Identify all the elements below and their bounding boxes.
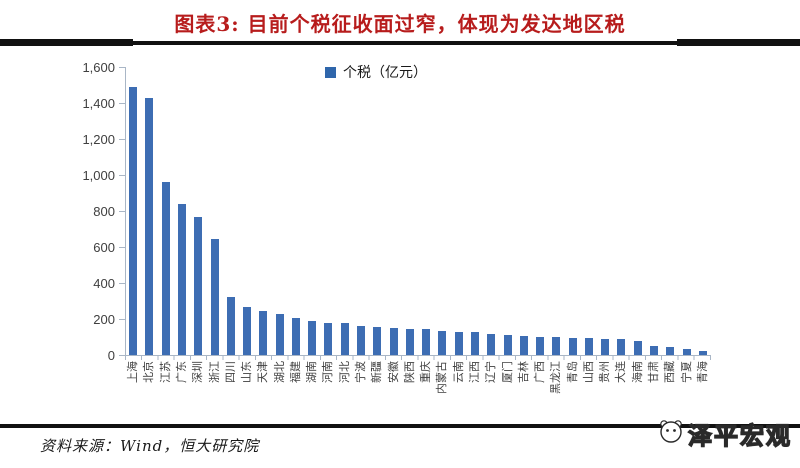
bar xyxy=(275,313,284,355)
x-axis-label: 辽宁 xyxy=(485,361,498,383)
y-axis-tick-label: 0 xyxy=(107,348,115,363)
legend-swatch-icon xyxy=(325,66,336,78)
bar xyxy=(259,310,268,355)
x-axis-label: 内蒙古 xyxy=(436,361,449,394)
bar xyxy=(340,323,349,355)
x-axis-label: 海南 xyxy=(631,361,644,383)
y-axis-tick-label: 1,000 xyxy=(82,168,115,183)
x-axis-label: 青海 xyxy=(696,361,709,383)
x-axis-label: 四川 xyxy=(224,361,237,383)
y-axis-tick-label: 200 xyxy=(93,312,115,327)
x-axis-label: 西藏 xyxy=(664,361,677,383)
bar xyxy=(422,329,431,355)
source-note: 资料来源：Wind，恒大研究院 xyxy=(40,437,260,455)
x-axis-label: 吉林 xyxy=(517,361,530,383)
bar xyxy=(161,182,170,355)
bar xyxy=(698,350,707,355)
x-axis-label: 江苏 xyxy=(159,361,172,383)
bar xyxy=(291,317,300,355)
y-axis-tick-label: 800 xyxy=(93,204,115,219)
x-axis-label: 宁波 xyxy=(355,361,368,383)
bar xyxy=(145,97,154,355)
x-axis-label: 北京 xyxy=(143,361,156,383)
top-rule xyxy=(0,41,800,45)
bar xyxy=(601,338,610,355)
bar xyxy=(552,337,561,355)
x-axis-label: 上海 xyxy=(127,361,140,383)
bar xyxy=(536,336,545,355)
bar xyxy=(584,338,593,355)
bar xyxy=(194,217,203,355)
y-axis-tick-label: 600 xyxy=(93,240,115,255)
chart-title: 图表3: 目前个税征收面过窄，体现为发达地区税 xyxy=(174,12,626,36)
x-axis-label: 浙江 xyxy=(208,361,221,383)
legend: 个税（亿元） xyxy=(325,62,427,82)
bottom-rule xyxy=(0,424,800,428)
bar xyxy=(129,86,138,355)
bar xyxy=(226,296,235,355)
y-axis-line xyxy=(125,67,126,356)
x-axis-label: 河北 xyxy=(338,361,351,383)
x-axis-label: 青岛 xyxy=(566,361,579,383)
bar xyxy=(357,326,366,355)
bar xyxy=(454,331,463,355)
x-axis-label: 广西 xyxy=(534,361,547,383)
watermark: 泽平宏观 xyxy=(658,416,792,451)
bar xyxy=(633,340,642,355)
bar xyxy=(438,331,447,355)
bar xyxy=(308,321,317,355)
x-axis-label: 福建 xyxy=(289,361,302,383)
x-axis-label: 云南 xyxy=(452,361,465,383)
x-axis-line xyxy=(125,355,711,356)
x-axis-label: 黑龙江 xyxy=(550,361,563,394)
bar xyxy=(617,338,626,355)
bar xyxy=(177,203,186,355)
bar xyxy=(519,335,528,355)
bar xyxy=(650,345,659,355)
x-axis-label: 安徽 xyxy=(387,361,400,383)
x-axis-label: 宁夏 xyxy=(680,361,693,383)
bar xyxy=(389,328,398,355)
x-axis-label: 山东 xyxy=(241,361,254,383)
x-axis-label: 山西 xyxy=(582,361,595,383)
x-axis-label: 甘肃 xyxy=(648,361,661,383)
x-axis-label: 厦门 xyxy=(501,361,514,383)
x-axis-label: 大连 xyxy=(615,361,628,383)
y-axis-tick-label: 1,600 xyxy=(82,60,115,75)
x-axis-label: 深圳 xyxy=(192,361,205,383)
legend-label: 个税（亿元） xyxy=(343,64,427,80)
bar xyxy=(373,327,382,355)
bar xyxy=(324,322,333,355)
x-axis-label: 湖南 xyxy=(306,361,319,383)
x-axis-label: 陕西 xyxy=(403,361,416,383)
bar xyxy=(503,334,512,355)
x-axis-label: 重庆 xyxy=(420,361,433,383)
bar xyxy=(210,239,219,355)
x-axis-label: 新疆 xyxy=(371,361,384,383)
watermark-text: 泽平宏观 xyxy=(687,421,792,450)
bar xyxy=(568,337,577,355)
x-axis-label: 河南 xyxy=(322,361,335,383)
y-axis-tick-label: 1,200 xyxy=(82,132,115,147)
y-axis-ticks xyxy=(119,67,125,357)
x-axis-label: 江西 xyxy=(468,361,481,383)
bar xyxy=(666,346,675,355)
x-axis-ticks xyxy=(125,356,712,360)
x-axis-label: 广东 xyxy=(175,361,188,383)
x-axis-label: 湖北 xyxy=(273,361,286,383)
bar xyxy=(470,332,479,355)
y-axis-tick-label: 1,400 xyxy=(82,96,115,111)
bar xyxy=(243,306,252,355)
zeping-logo-icon xyxy=(658,418,684,449)
x-axis-label: 贵州 xyxy=(599,361,612,383)
y-axis-tick-label: 400 xyxy=(93,276,115,291)
bar xyxy=(487,334,496,355)
bar xyxy=(682,349,691,355)
bar xyxy=(405,328,414,355)
x-axis-label: 天津 xyxy=(257,361,270,383)
